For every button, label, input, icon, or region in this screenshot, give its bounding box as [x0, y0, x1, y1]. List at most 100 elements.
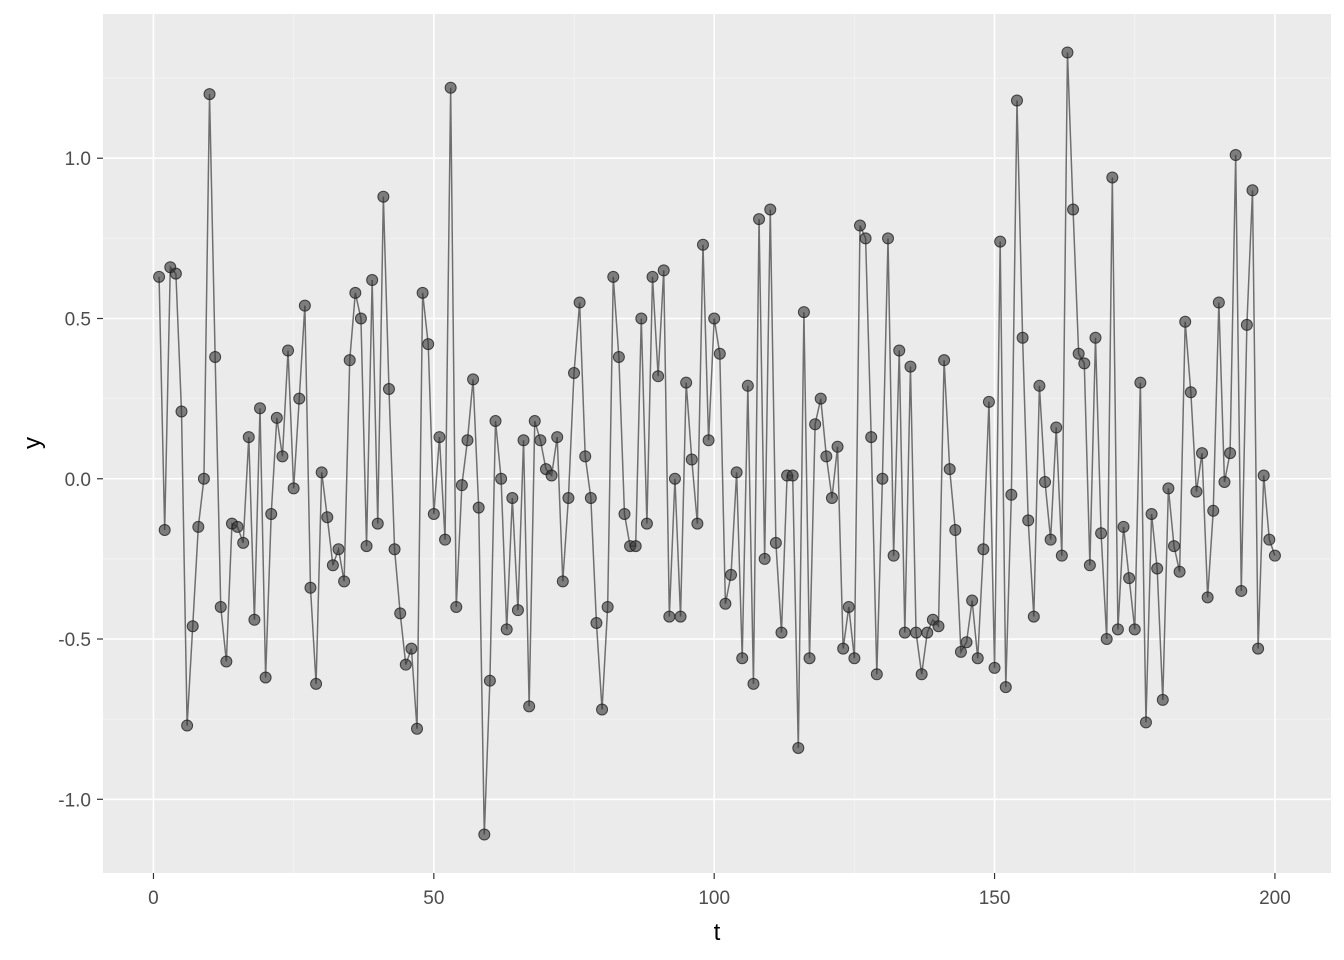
data-point	[1218, 475, 1231, 488]
data-point	[153, 270, 166, 283]
data-point	[842, 600, 855, 613]
data-point	[523, 700, 536, 713]
data-point	[528, 415, 541, 428]
data-point	[769, 536, 782, 549]
data-point	[999, 681, 1012, 694]
data-point	[444, 81, 457, 94]
data-point	[506, 491, 519, 504]
data-point	[629, 540, 642, 553]
data-point	[310, 677, 323, 690]
data-point	[652, 370, 665, 383]
y-tick-label: 0.5	[65, 309, 91, 330]
data-point	[231, 520, 244, 533]
data-point	[1010, 94, 1023, 107]
data-point	[354, 312, 367, 325]
data-point	[579, 450, 592, 463]
data-point	[708, 312, 721, 325]
data-point	[1151, 562, 1164, 575]
data-point	[562, 491, 575, 504]
data-point	[982, 395, 995, 408]
x-tick-label: 100	[698, 888, 730, 909]
data-point	[192, 520, 205, 533]
data-point	[915, 668, 928, 681]
data-point	[803, 652, 816, 665]
data-point	[1184, 386, 1197, 399]
data-point	[691, 517, 704, 530]
data-point	[377, 190, 390, 203]
data-point	[1156, 693, 1169, 706]
data-point	[1005, 488, 1018, 501]
x-tick-label: 150	[979, 888, 1011, 909]
data-point	[461, 434, 474, 447]
data-point	[209, 350, 222, 363]
data-point	[186, 620, 199, 633]
data-point	[158, 524, 171, 537]
data-point	[882, 232, 895, 245]
data-point	[870, 668, 883, 681]
data-point	[786, 469, 799, 482]
data-point	[427, 508, 440, 521]
data-point	[736, 652, 749, 665]
data-point	[1179, 315, 1192, 328]
data-point	[237, 536, 250, 549]
data-point	[455, 479, 468, 492]
data-point	[315, 466, 328, 479]
data-point	[1246, 184, 1259, 197]
panel-background	[103, 14, 1331, 873]
data-point	[904, 360, 917, 373]
data-point	[343, 354, 356, 367]
data-point	[848, 652, 861, 665]
data-point	[495, 472, 508, 485]
x-axis-title: t	[714, 919, 721, 946]
data-point	[450, 600, 463, 613]
data-point	[399, 658, 412, 671]
data-point	[287, 482, 300, 495]
data-point	[332, 543, 345, 556]
data-point	[612, 350, 625, 363]
data-point	[725, 568, 738, 581]
data-point	[685, 453, 698, 466]
data-point	[467, 373, 480, 386]
y-tick-label: -0.5	[58, 630, 91, 651]
data-point	[1134, 376, 1147, 389]
data-point	[282, 344, 295, 357]
data-point	[175, 405, 188, 418]
data-point	[1145, 508, 1158, 521]
x-axis: 0 50 100 150 200	[148, 873, 1291, 909]
data-point	[764, 203, 777, 216]
data-point	[1196, 447, 1209, 460]
series-line	[158, 52, 1276, 835]
data-point	[293, 392, 306, 405]
data-point	[411, 722, 424, 735]
data-point	[797, 306, 810, 319]
data-point	[556, 575, 569, 588]
data-point	[825, 491, 838, 504]
data-point	[719, 597, 732, 610]
data-point	[304, 581, 317, 594]
data-point	[439, 533, 452, 546]
data-point	[517, 434, 530, 447]
data-point	[1173, 565, 1186, 578]
data-point	[1162, 482, 1175, 495]
data-point	[1207, 504, 1220, 517]
data-point	[265, 508, 278, 521]
data-point	[971, 652, 984, 665]
data-point	[1117, 520, 1130, 533]
data-point	[478, 828, 491, 841]
data-point	[696, 238, 709, 251]
data-point	[730, 466, 743, 479]
data-point	[1106, 171, 1119, 184]
data-point	[898, 626, 911, 639]
data-point	[270, 411, 283, 424]
data-point	[1190, 485, 1203, 498]
data-point	[416, 286, 429, 299]
data-point	[1033, 379, 1046, 392]
data-point	[831, 440, 844, 453]
data-point	[405, 642, 418, 655]
data-point	[1050, 421, 1063, 434]
data-point	[433, 431, 446, 444]
data-point	[859, 232, 872, 245]
data-point	[680, 376, 693, 389]
data-point	[1083, 559, 1096, 572]
